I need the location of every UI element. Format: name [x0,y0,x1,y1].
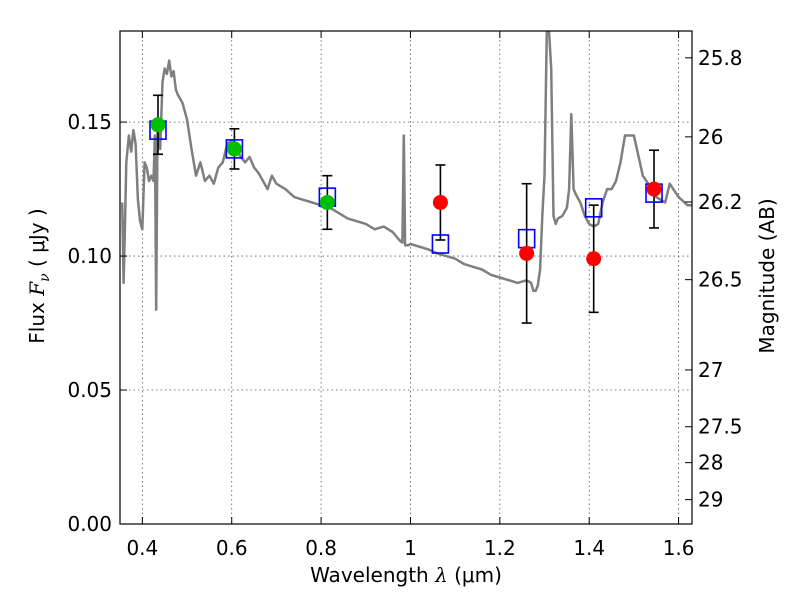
tick-marks [120,31,692,525]
y2-tick-label: 29 [698,488,723,512]
y2-tick-label: 26 [698,125,723,149]
markers-layer [149,117,663,267]
y2-tick-label: 28 [698,451,723,475]
y-tick-label: 0.10 [67,244,112,268]
y-tick-label: 0.05 [67,378,112,402]
observed-flux-point [226,141,242,157]
observed-flux-point [586,251,602,267]
x-tick-label: 1.6 [663,536,695,560]
model-photometry-square [225,139,244,159]
observed-flux-point [432,194,448,210]
x-axis-title-prefix: Wavelength [310,563,435,587]
x-axis-title-symbol: λ [434,563,448,587]
x-tick-labels: 0.4 0.6 0.8 1 1.2 1.4 1.6 [126,536,694,560]
x-tick-label: 1.2 [484,536,516,560]
x-tick-label: 1.4 [573,536,605,560]
y-axis-title-subscript: ν [37,273,53,282]
y2-tick-labels: 25.8 26 26.2 26.5 27 27.5 28 29 [698,46,743,512]
y2-tick-label: 26.2 [698,190,743,214]
y-axis-title-prefix: Flux [25,296,49,344]
observed-flux-point [319,194,335,210]
y-tick-labels: 0.00 0.05 0.10 0.15 [67,110,112,536]
observed-flux-point [519,245,535,261]
y2-axis-title: Magnitude (AB) [755,198,779,353]
x-tick-label: 0.6 [216,536,248,560]
model-photometry-square [584,198,603,218]
x-axis-title-unit: (μm) [448,563,502,587]
grid-lines [120,31,692,525]
y2-tick-label: 26.5 [698,268,743,292]
x-axis-title: Wavelength λ (μm) [310,563,502,587]
plot-frame [119,30,693,525]
model-photometry-square [431,234,450,254]
y-axis-title: Flux Fν ( μJy ) [25,208,53,343]
model-spectrum-layer [120,31,692,311]
x-tick-label: 0.4 [126,536,158,560]
x-tick-label: 1 [404,536,417,560]
y-axis-title-symbol: F [25,281,49,297]
y-tick-label: 0.00 [67,512,112,536]
observed-flux-point [150,117,166,133]
model-spectrum-line [120,31,692,311]
y-tick-label: 0.15 [67,110,112,134]
y2-tick-label: 25.8 [698,46,743,70]
x-tick-label: 0.8 [305,536,337,560]
y2-tick-label: 27 [698,358,723,382]
y2-tick-label: 27.5 [698,415,743,439]
observed-flux-point [646,181,662,197]
y-axis-title-unit: ( μJy ) [25,208,49,273]
